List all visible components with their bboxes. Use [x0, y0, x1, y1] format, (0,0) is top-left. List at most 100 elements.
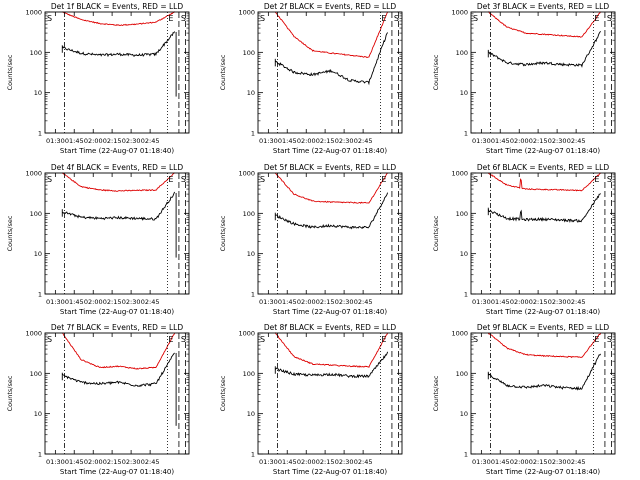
marker-label-s: S — [181, 175, 186, 184]
x-tick-label: 02:45 — [141, 298, 160, 306]
marker-label-e: E — [168, 335, 173, 344]
lld-series-line — [61, 332, 175, 370]
marker-label-s: S — [473, 14, 478, 23]
events-series-line — [274, 32, 388, 86]
x-tick-label: 02:15 — [529, 458, 548, 466]
marker-label-e: E — [594, 335, 599, 344]
x-axis-label: Start Time (22-Aug-07 01:18:40) — [60, 308, 174, 316]
events-series-line — [275, 192, 389, 230]
plot-frame — [257, 11, 403, 134]
y-tick-label: 100 — [456, 370, 468, 378]
x-tick-label: 02:45 — [354, 458, 373, 466]
x-tick-label: 02:30 — [122, 137, 141, 145]
x-axis-label: Start Time (22-Aug-07 01:18:40) — [486, 308, 600, 316]
plot-frame — [470, 172, 616, 295]
marker-label-s: S — [473, 175, 478, 184]
x-tick-label: 01:30 — [46, 298, 65, 306]
detector-panel-8: Det 8f BLACK = Events, RED = LLD Counts/s… — [219, 323, 403, 476]
y-tick-label: 100 — [456, 49, 468, 57]
marker-label-e: E — [594, 175, 599, 184]
x-tick-label: 02:15 — [529, 298, 548, 306]
marker-label-s: S — [260, 335, 265, 344]
y-tick-label: 100 — [30, 210, 42, 218]
plot-frame — [470, 332, 616, 455]
lld-series-line — [488, 172, 601, 192]
x-tick-label: 02:15 — [316, 458, 335, 466]
y-tick-label: 1000 — [25, 330, 42, 338]
x-tick-label: 01:45 — [65, 298, 84, 306]
x-axis-label: Start Time (22-Aug-07 01:18:40) — [273, 147, 387, 155]
y-tick-label: 100 — [243, 370, 255, 378]
x-tick-label: 01:45 — [278, 137, 297, 145]
marker-label-e: E — [381, 14, 386, 23]
y-tick-label: 10 — [460, 410, 468, 418]
plot-frame — [44, 172, 190, 295]
y-tick-label: 10 — [34, 250, 42, 258]
y-tick-label: 1000 — [25, 170, 42, 178]
x-tick-label: 02:00 — [84, 137, 103, 145]
panel-title: Det 8f BLACK = Events, RED = LLD — [264, 323, 397, 332]
events-series-line — [62, 191, 176, 221]
detector-panel-9: Det 9f BLACK = Events, RED = LLD Counts/s… — [432, 323, 616, 476]
x-tick-label: 01:30 — [259, 458, 278, 466]
panel-title: Det 4f BLACK = Events, RED = LLD — [51, 163, 184, 172]
panel-title: Det 6f BLACK = Events, RED = LLD — [477, 163, 610, 172]
lld-series-line — [487, 332, 602, 359]
events-series-line — [274, 351, 389, 379]
events-series-line — [61, 31, 176, 58]
x-tick-label: 02:30 — [548, 458, 567, 466]
y-tick-label: 10 — [34, 410, 42, 418]
detector-panel-2: Det 2f BLACK = Events, RED = LLD Counts/s… — [219, 2, 403, 155]
panel-title: Det 9f BLACK = Events, RED = LLD — [477, 323, 610, 332]
y-tick-label: 10 — [34, 89, 42, 97]
plot-frame — [44, 11, 190, 134]
lld-series-line — [274, 11, 388, 58]
marker-label-e: E — [381, 175, 386, 184]
x-axis-label: Start Time (22-Aug-07 01:18:40) — [273, 468, 387, 476]
y-tick-label: 1000 — [451, 170, 468, 178]
x-tick-label: 02:00 — [297, 298, 316, 306]
y-tick-label: 1 — [464, 130, 468, 138]
y-tick-label: 100 — [243, 210, 255, 218]
x-axis-label: Start Time (22-Aug-07 01:18:40) — [273, 308, 387, 316]
events-series-line — [62, 352, 175, 388]
x-tick-label: 02:45 — [141, 137, 160, 145]
x-tick-label: 02:00 — [510, 137, 529, 145]
x-tick-label: 02:00 — [297, 137, 316, 145]
y-axis-label: Counts/sec — [6, 215, 14, 251]
y-axis-label: Counts/sec — [432, 375, 440, 411]
y-axis-label: Counts/sec — [219, 215, 227, 251]
x-tick-label: 02:15 — [103, 458, 122, 466]
lld-series-line — [487, 11, 601, 38]
y-tick-label: 1000 — [238, 170, 255, 178]
x-tick-label: 01:30 — [46, 458, 65, 466]
x-tick-label: 02:45 — [567, 298, 586, 306]
x-tick-label: 02:00 — [84, 458, 103, 466]
panel-title: Det 2f BLACK = Events, RED = LLD — [264, 2, 397, 11]
y-tick-label: 1 — [251, 291, 255, 299]
lld-series-line — [274, 332, 389, 369]
marker-label-s: S — [607, 335, 612, 344]
x-tick-label: 01:45 — [278, 458, 297, 466]
lld-series-line — [61, 172, 175, 192]
x-axis-label: Start Time (22-Aug-07 01:18:40) — [486, 147, 600, 155]
y-tick-label: 10 — [460, 89, 468, 97]
x-tick-label: 02:15 — [316, 298, 335, 306]
panel-title: Det 1f BLACK = Events, RED = LLD — [51, 2, 184, 11]
y-axis-label: Counts/sec — [6, 54, 14, 90]
detector-panel-6: Det 6f BLACK = Events, RED = LLD Counts/s… — [432, 163, 616, 316]
y-tick-label: 1000 — [238, 330, 255, 338]
y-tick-label: 100 — [30, 49, 42, 57]
y-axis-label: Counts/sec — [219, 54, 227, 90]
detector-panel-3: Det 3f BLACK = Events, RED = LLD Counts/s… — [432, 2, 616, 155]
y-tick-label: 1 — [38, 130, 42, 138]
y-tick-label: 1000 — [451, 330, 468, 338]
y-tick-label: 1000 — [25, 9, 42, 17]
lld-series-line — [62, 11, 175, 26]
y-tick-label: 10 — [247, 250, 255, 258]
x-tick-label: 02:30 — [335, 298, 354, 306]
detector-panel-5: Det 5f BLACK = Events, RED = LLD Counts/s… — [219, 163, 403, 316]
x-tick-label: 02:45 — [141, 458, 160, 466]
x-axis-label: Start Time (22-Aug-07 01:18:40) — [60, 147, 174, 155]
y-tick-label: 1 — [251, 130, 255, 138]
